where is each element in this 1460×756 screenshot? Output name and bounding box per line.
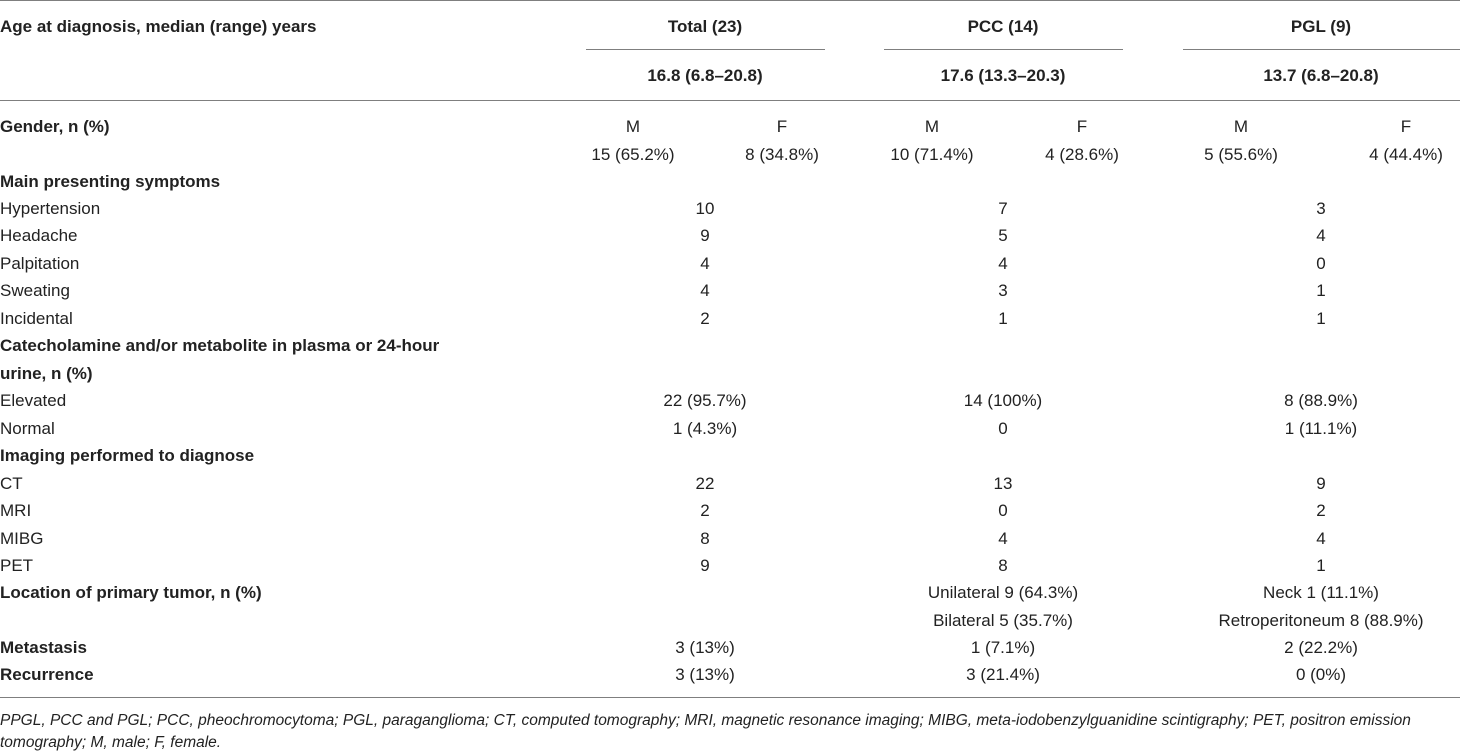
gender-sex: F — [1076, 117, 1088, 136]
table-cell: 8 — [700, 529, 710, 548]
pgl-underline — [1183, 49, 1460, 50]
table-cell: 4 — [1316, 529, 1326, 548]
gender-value: 15 (65.2%) — [591, 145, 675, 164]
table-cell: 9 — [1316, 474, 1326, 493]
table-cell: 0 — [998, 501, 1008, 520]
table-cell: 8 — [998, 556, 1008, 575]
gender-sex: F — [1400, 117, 1412, 136]
table-cell: 1 — [1316, 309, 1326, 328]
table-bottom-rule — [0, 697, 1460, 698]
table-cell: 4 — [700, 281, 710, 300]
table-row-label: Headache — [0, 226, 78, 245]
table-cell: 22 — [695, 474, 715, 493]
age-pcc: 17.6 (13.3–20.3) — [940, 66, 1066, 85]
table-cell: 8 (88.9%) — [1284, 391, 1358, 410]
table-row-label: Hypertension — [0, 199, 101, 218]
location-pcc: Unilateral 9 (64.3%) — [927, 583, 1079, 602]
table-row-label: Normal — [0, 419, 55, 438]
location-pcc: Bilateral 5 (35.7%) — [933, 611, 1073, 630]
top-rule — [0, 0, 1460, 1]
gender-value: 8 (34.8%) — [745, 145, 819, 164]
table-row-label: Elevated — [0, 391, 67, 410]
table-row-label: PET — [0, 556, 34, 575]
table-cell: 22 (95.7%) — [663, 391, 747, 410]
gender-sex: M — [1233, 117, 1249, 136]
table-cell: 9 — [700, 226, 710, 245]
table-cell: 0 — [1316, 254, 1326, 273]
age-total: 16.8 (6.8–20.8) — [647, 66, 763, 85]
header-total: Total (23) — [667, 17, 743, 36]
table-cell: 10 — [695, 199, 715, 218]
table-row-label: MRI — [0, 501, 32, 520]
table-cell: 0 — [998, 419, 1008, 438]
gender-value: 10 (71.4%) — [890, 145, 974, 164]
table-row-label: Sweating — [0, 281, 70, 300]
table-cell: 9 — [700, 556, 710, 575]
table-row-label: MIBG — [0, 529, 44, 548]
table-cell: 1 — [1316, 281, 1326, 300]
header-pgl: PGL (9) — [1290, 17, 1352, 36]
table-cell: 7 — [998, 199, 1008, 218]
table-cell: 2 — [1316, 501, 1326, 520]
gender-value: 5 (55.6%) — [1204, 145, 1278, 164]
table-cell: 1 (4.3%) — [672, 419, 738, 438]
table-cell: 1 (11.1%) — [1284, 419, 1358, 438]
outcome-label: Metastasis — [0, 638, 87, 657]
table-cell: 3 (21.4%) — [966, 665, 1040, 684]
table-cell: 0 (0%) — [1295, 665, 1347, 684]
table-cell: 2 — [700, 309, 710, 328]
age-pgl: 13.7 (6.8–20.8) — [1263, 66, 1379, 85]
table-cell: 2 — [700, 501, 710, 520]
location-label: Location of primary tumor, n (%) — [0, 583, 262, 602]
table-cell: 3 (13%) — [675, 638, 735, 657]
gender-sex: M — [924, 117, 940, 136]
table-cell: 3 (13%) — [675, 665, 735, 684]
table-cell: 1 — [1316, 556, 1326, 575]
outcome-label: Recurrence — [0, 665, 94, 684]
table-cell: 5 — [998, 226, 1008, 245]
imaging-section-label: Imaging performed to diagnose — [0, 446, 255, 465]
table-row-label: Incidental — [0, 309, 73, 328]
header-pcc: PCC (14) — [967, 17, 1039, 36]
location-pgl: Neck 1 (11.1%) — [1263, 583, 1379, 602]
table-cell: 1 (7.1%) — [970, 638, 1036, 657]
table-footnote: PPGL, PCC and PGL; PCC, pheochromocytoma… — [0, 712, 1411, 751]
table-cell: 3 — [998, 281, 1008, 300]
table-cell: 4 — [998, 254, 1008, 273]
gender-value: 4 (44.4%) — [1369, 145, 1443, 164]
pcc-underline — [884, 49, 1123, 50]
catecholamine-section-label: urine, n (%) — [0, 364, 93, 383]
symptoms-section-label: Main presenting symptoms — [0, 172, 221, 191]
table-cell: 4 — [1316, 226, 1326, 245]
table-cell: 14 (100%) — [963, 391, 1043, 410]
table-cell: 1 — [998, 309, 1008, 328]
location-pgl: Retroperitoneum 8 (88.9%) — [1218, 611, 1424, 630]
table-cell: 4 — [998, 529, 1008, 548]
table-cell: 2 (22.2%) — [1284, 638, 1358, 657]
table-row-label: Palpitation — [0, 254, 80, 273]
table-cell: 13 — [993, 474, 1013, 493]
total-underline — [586, 49, 825, 50]
table-cell: 4 — [700, 254, 710, 273]
table-cell: 3 — [1316, 199, 1326, 218]
gender-value: 4 (28.6%) — [1045, 145, 1119, 164]
gender-sex: M — [625, 117, 641, 136]
gender-sex: F — [776, 117, 788, 136]
table-row-label: CT — [0, 474, 23, 493]
header-bottom-rule — [0, 100, 1460, 101]
gender-label: Gender, n (%) — [0, 117, 110, 136]
header-row-label: Age at diagnosis, median (range) years — [0, 17, 317, 36]
catecholamine-section-label: Catecholamine and/or metabolite in plasm… — [0, 336, 440, 355]
